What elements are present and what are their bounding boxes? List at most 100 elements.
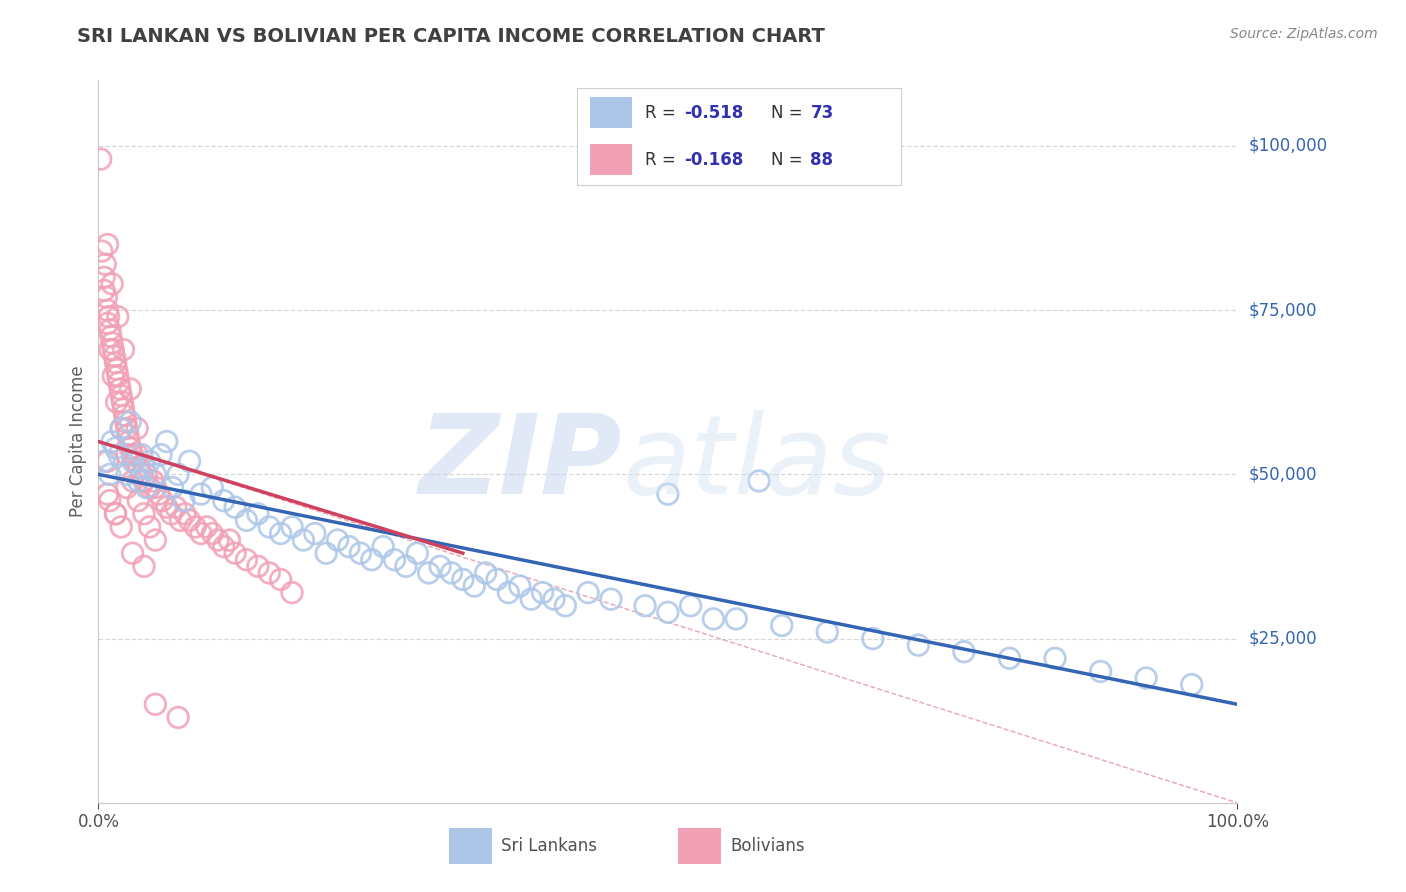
- Point: [815, 625, 838, 640]
- Point: [184, 520, 207, 534]
- Point: [96, 454, 118, 468]
- Point: [142, 474, 165, 488]
- Point: [360, 553, 382, 567]
- Point: [145, 533, 167, 547]
- Point: [349, 546, 371, 560]
- Point: [90, 152, 112, 166]
- Point: [104, 441, 127, 455]
- Point: [145, 467, 167, 482]
- Point: [127, 448, 149, 462]
- Point: [127, 421, 149, 435]
- Point: [101, 277, 124, 291]
- Point: [554, 599, 576, 613]
- Point: [115, 481, 138, 495]
- Point: [98, 467, 121, 482]
- Point: [498, 585, 520, 599]
- Point: [543, 592, 565, 607]
- Point: [138, 520, 160, 534]
- Point: [107, 310, 129, 324]
- Point: [138, 481, 160, 495]
- Point: [110, 520, 132, 534]
- Point: [132, 559, 155, 574]
- Point: [1181, 677, 1204, 691]
- Point: [148, 487, 170, 501]
- Point: [104, 356, 127, 370]
- Text: Source: ZipAtlas.com: Source: ZipAtlas.com: [1230, 27, 1378, 41]
- Point: [576, 585, 599, 599]
- Point: [135, 481, 157, 495]
- Point: [270, 573, 292, 587]
- Point: [96, 237, 118, 252]
- Point: [114, 409, 136, 423]
- Point: [96, 487, 118, 501]
- Point: [108, 448, 131, 462]
- Point: [103, 343, 125, 357]
- Point: [115, 448, 138, 462]
- Point: [105, 395, 128, 409]
- Point: [486, 573, 509, 587]
- Point: [224, 546, 246, 560]
- Point: [406, 546, 429, 560]
- Point: [131, 467, 153, 482]
- Point: [114, 415, 136, 429]
- Point: [103, 349, 125, 363]
- Point: [145, 481, 167, 495]
- Point: [167, 467, 190, 482]
- Point: [94, 257, 117, 271]
- Point: [110, 388, 132, 402]
- Point: [110, 421, 132, 435]
- Point: [304, 526, 326, 541]
- Point: [509, 579, 531, 593]
- Point: [224, 500, 246, 515]
- Text: $50,000: $50,000: [1249, 466, 1317, 483]
- Point: [190, 487, 212, 501]
- Point: [121, 454, 143, 468]
- Point: [259, 520, 281, 534]
- Point: [104, 507, 127, 521]
- Point: [96, 290, 118, 304]
- Point: [246, 559, 269, 574]
- Point: [132, 474, 155, 488]
- Point: [201, 526, 224, 541]
- Point: [111, 395, 134, 409]
- Point: [520, 592, 543, 607]
- Point: [110, 421, 132, 435]
- Text: SRI LANKAN VS BOLIVIAN PER CAPITA INCOME CORRELATION CHART: SRI LANKAN VS BOLIVIAN PER CAPITA INCOME…: [77, 27, 825, 45]
- Point: [117, 428, 139, 442]
- Point: [150, 448, 173, 462]
- Point: [98, 493, 121, 508]
- Point: [748, 474, 770, 488]
- Point: [135, 467, 157, 482]
- Point: [270, 526, 292, 541]
- Point: [118, 434, 141, 449]
- Point: [108, 382, 131, 396]
- Point: [121, 546, 143, 560]
- Point: [156, 434, 179, 449]
- Point: [201, 481, 224, 495]
- Point: [418, 566, 440, 580]
- Point: [145, 698, 167, 712]
- Point: [98, 343, 121, 357]
- Point: [96, 303, 118, 318]
- Point: [1090, 665, 1112, 679]
- Point: [90, 244, 112, 258]
- Point: [103, 368, 125, 383]
- Point: [156, 500, 179, 515]
- Point: [315, 546, 337, 560]
- Point: [124, 454, 146, 468]
- Point: [235, 553, 257, 567]
- Point: [395, 559, 418, 574]
- Point: [96, 316, 118, 330]
- Point: [463, 579, 485, 593]
- Point: [440, 566, 463, 580]
- Point: [657, 605, 679, 619]
- Point: [1135, 671, 1157, 685]
- Point: [120, 415, 142, 429]
- Point: [98, 323, 121, 337]
- Point: [173, 493, 195, 508]
- Point: [128, 460, 150, 475]
- Point: [212, 540, 235, 554]
- Point: [725, 612, 748, 626]
- Point: [121, 448, 143, 462]
- Point: [108, 376, 131, 390]
